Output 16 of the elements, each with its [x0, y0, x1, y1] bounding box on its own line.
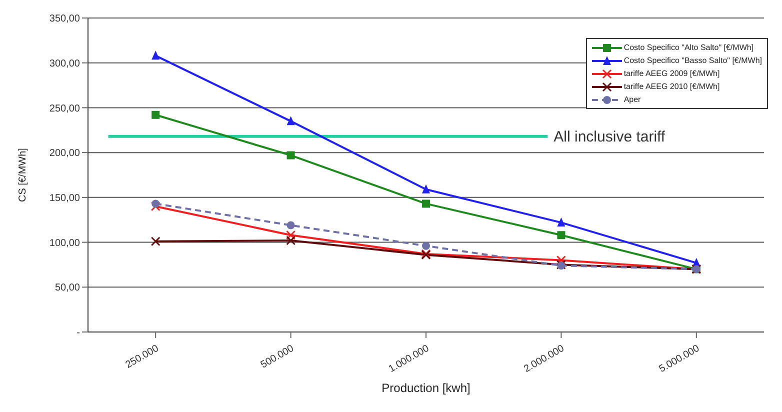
x-axis-title: Production [kwh]	[382, 381, 470, 395]
legend-label: tariffe AEEG 2010 [€/MWh]	[624, 82, 720, 91]
y-tick-label: 300,00	[49, 58, 80, 70]
y-tick-label: 350,00	[49, 14, 80, 25]
y-tick-label: 200,00	[49, 148, 80, 160]
y-tick-label: 50,00	[54, 282, 80, 294]
y-axis-title: CS [€/MWh]	[18, 148, 29, 202]
y-tick-label: -	[76, 328, 80, 339]
legend-label: Costo Specifico "Basso Salto" [€/MWh]	[624, 56, 762, 65]
y-tick-label: 150,00	[49, 192, 80, 204]
legend-label: Costo Specifico "Alto Salto" [€/MWh]	[624, 43, 754, 52]
legend-label: tariffe AEEG 2009 [€/MWh]	[624, 69, 720, 78]
y-tick-label: 100,00	[49, 238, 80, 249]
ref-line-label: All inclusive tariff	[554, 128, 666, 146]
legend-label: Aper	[624, 95, 641, 104]
y-tick-label: 250,00	[49, 103, 80, 114]
